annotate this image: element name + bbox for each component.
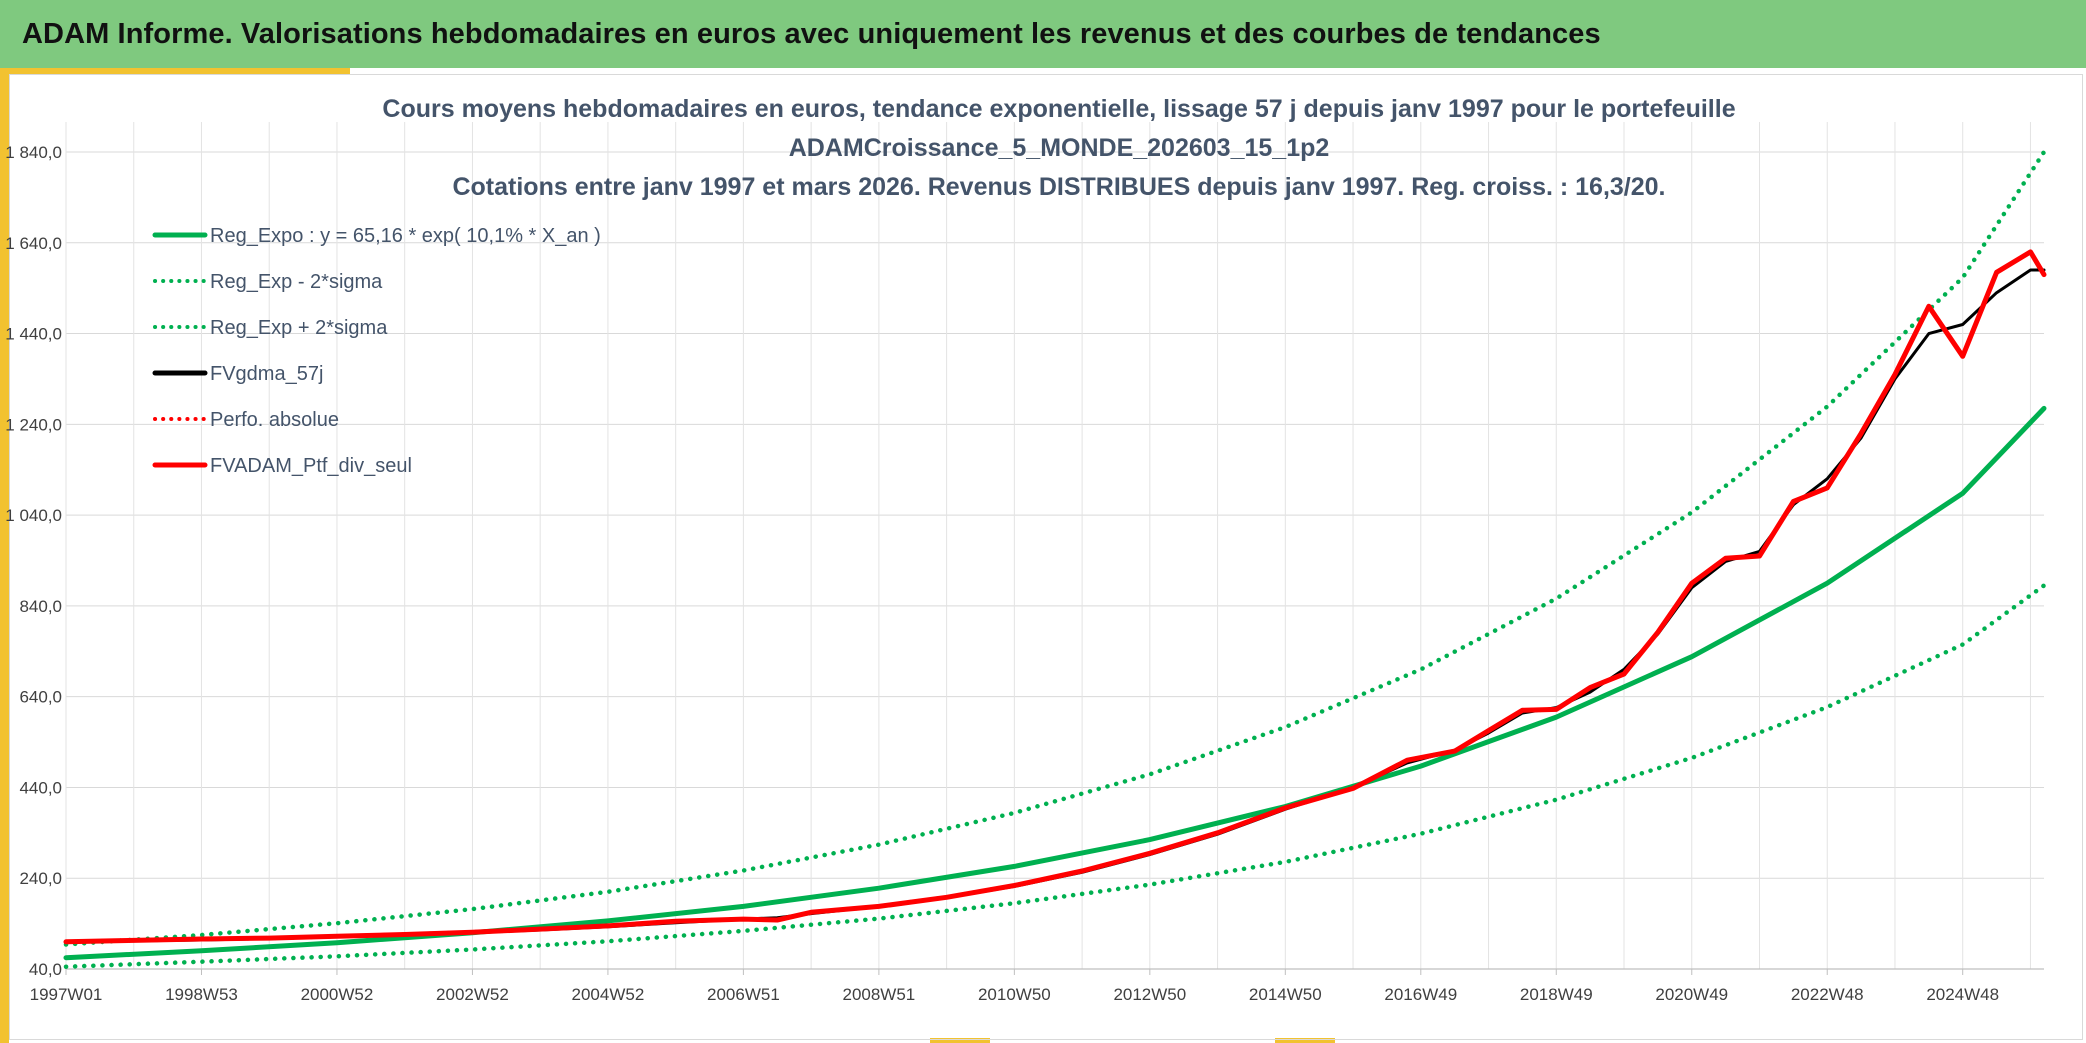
x-tick-label: 2024W48 [1926,985,1999,1004]
x-tick-label: 2010W50 [978,985,1051,1004]
series-line [63,249,2047,945]
legend: Reg_Expo : y = 65,16 * exp( 10,1% * X_an… [152,225,601,477]
series-line [63,405,2047,961]
accent-bar-bottom [1275,1038,1335,1043]
x-tick-label: 2006W51 [707,985,780,1004]
series-line [63,583,2047,969]
x-axis: 1997W01 1998W53 2000W52 2002W52 2004W52 2006W… [30,969,1999,1004]
x-tick-label: 2014W50 [1249,985,1322,1004]
x-tick-label: 2002W52 [436,985,509,1004]
y-tick-label: 240,0 [19,869,62,888]
legend-label: FVADAM_Ptf_div_seul [210,455,412,477]
header-bar: ADAM Informe. Valorisations hebdomadaire… [0,0,2086,68]
y-tick-label: 640,0 [19,688,62,707]
y-tick-label: 1 040,0 [5,506,62,525]
y-tick-label: 1 440,0 [5,325,62,344]
y-tick-label: 440,0 [19,778,62,797]
x-tick-label: 2020W49 [1655,985,1728,1004]
x-tick-label: 2016W49 [1384,985,1457,1004]
y-axis: 40,0 240,0 440,0 640,0 840,0 1 040,0 1 240,0 1 … [5,143,62,979]
legend-label: Reg_Exp + 2*sigma [210,317,388,339]
series-line [63,249,2047,945]
x-tick-label: 2008W51 [842,985,915,1004]
series [63,149,2047,969]
legend-label: Reg_Expo : y = 65,16 * exp( 10,1% * X_an… [210,225,601,247]
chart-title-line-3: Cotations entre janv 1997 et mars 2026. … [452,173,1665,201]
x-tick-label: 2018W49 [1520,985,1593,1004]
y-tick-label: 1 840,0 [5,143,62,162]
x-tick-label: 1997W01 [30,985,103,1004]
grid [65,122,2044,970]
x-tick-label: 1998W53 [165,985,238,1004]
legend-label: Reg_Exp - 2*sigma [210,271,383,293]
y-tick-label: 1 240,0 [5,415,62,434]
legend-label: FVgdma_57j [210,363,323,385]
x-tick-label: 2004W52 [572,985,645,1004]
accent-bar-top [0,68,350,74]
chart-frame [9,74,2083,1040]
y-tick-label: 40,0 [29,960,62,979]
chart-title-line-1: Cours moyens hebdomadaires en euros, ten… [382,95,1735,123]
x-tick-label: 2022W48 [1791,985,1864,1004]
accent-bar-bottom [930,1038,990,1043]
series-line [63,149,2047,947]
x-tick-label: 2012W50 [1113,985,1186,1004]
chart-title: Cours moyens hebdomadaires en euros, ten… [382,95,1735,201]
legend-label: Perfo. absolue [210,409,339,431]
page-title: ADAM Informe. Valorisations hebdomadaire… [22,17,1601,50]
y-tick-label: 1 640,0 [5,234,62,253]
x-tick-label: 2000W52 [301,985,374,1004]
y-tick-label: 840,0 [19,597,62,616]
chart-title-line-2: ADAMCroissance_5_MONDE_202603_15_1p2 [789,134,1330,162]
accent-bar-left [0,68,9,1043]
